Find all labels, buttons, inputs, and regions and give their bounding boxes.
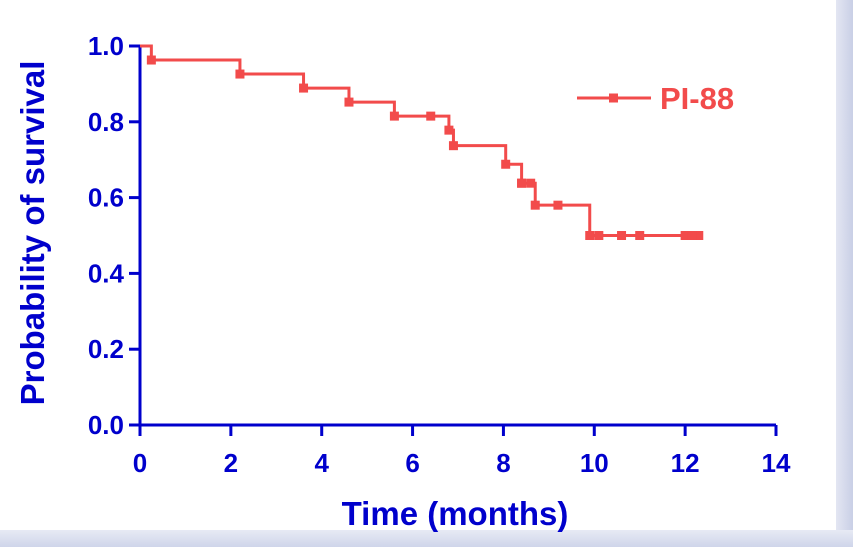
- axes: 0 2 4 6 8 10 12 14 0.0 0.2 0.4 0.6 0.8 1.0: [88, 31, 791, 478]
- curve-marker: [146, 55, 156, 65]
- x-tick-label: 10: [580, 448, 609, 478]
- x-tick-label: 2: [224, 448, 238, 478]
- series-layer: [140, 44, 704, 240]
- x-tick-label: 0: [133, 448, 147, 478]
- curve-marker: [694, 231, 704, 240]
- censor-marker: [553, 200, 563, 210]
- y-tick-label: 0.6: [88, 183, 124, 213]
- censor-marker: [526, 178, 536, 188]
- y-tick-label: 1.0: [88, 31, 124, 61]
- x-tick-label: 12: [671, 448, 700, 478]
- curve-marker: [389, 111, 399, 121]
- legend-label: PI-88: [660, 81, 734, 116]
- y-tick-label: 0.0: [88, 410, 124, 440]
- curve-marker: [585, 231, 595, 240]
- curve-marker: [448, 141, 458, 151]
- censor-marker: [617, 231, 627, 240]
- censor-marker: [426, 111, 436, 121]
- y-tick-label: 0.2: [88, 334, 124, 364]
- x-tick-label: 14: [762, 448, 791, 478]
- censor-marker: [517, 178, 527, 188]
- curve-marker: [530, 200, 540, 210]
- survival-curve: [140, 44, 699, 237]
- y-tick-label: 0.4: [88, 258, 125, 288]
- legend: PI-88: [577, 81, 734, 116]
- x-tick-label: 6: [405, 448, 419, 478]
- background-strip-bottom: [0, 530, 853, 547]
- censor-marker: [594, 231, 604, 240]
- censor-marker: [680, 231, 690, 240]
- x-axis-label: Time (months): [342, 495, 569, 532]
- background-strip-right: [836, 0, 853, 547]
- x-tick-label: 4: [314, 448, 329, 478]
- x-tick-label: 8: [496, 448, 510, 478]
- curve-marker: [501, 159, 511, 169]
- censor-marker: [635, 231, 645, 240]
- curve-marker: [299, 83, 309, 93]
- censor-marker: [687, 231, 697, 240]
- curve-marker: [235, 69, 245, 79]
- curve-marker: [344, 97, 354, 107]
- curve-marker: [444, 125, 454, 135]
- legend-marker: [609, 93, 618, 103]
- y-axis-label: Probability of survival: [14, 61, 51, 406]
- y-tick-label: 0.8: [88, 107, 124, 137]
